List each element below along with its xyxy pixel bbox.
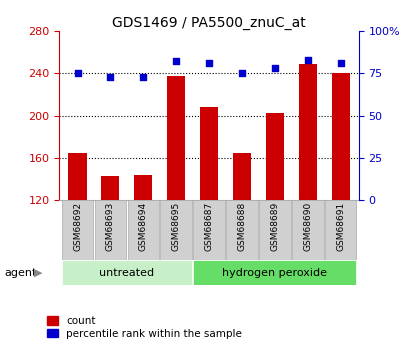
Point	[140, 74, 146, 79]
Bar	[127, 200, 159, 260]
Point	[238, 71, 245, 76]
Bar	[193, 260, 355, 285]
Bar	[62, 200, 93, 260]
Bar	[324, 200, 355, 260]
Text: GSM68689: GSM68689	[270, 202, 279, 251]
Bar	[298, 64, 316, 200]
Bar	[68, 152, 86, 200]
Text: hydrogen peroxide: hydrogen peroxide	[222, 268, 326, 277]
Text: GSM68692: GSM68692	[73, 202, 82, 251]
Bar	[265, 114, 283, 200]
Text: untreated: untreated	[99, 268, 154, 277]
Point	[271, 66, 277, 71]
Point	[74, 71, 81, 76]
Text: GSM68695: GSM68695	[171, 202, 180, 251]
Text: GSM68687: GSM68687	[204, 202, 213, 251]
Text: agent: agent	[4, 268, 36, 277]
Bar	[134, 175, 152, 200]
Bar	[101, 176, 119, 200]
Bar	[62, 260, 191, 285]
Text: GSM68690: GSM68690	[303, 202, 312, 251]
Text: GSM68688: GSM68688	[237, 202, 246, 251]
Bar	[94, 200, 126, 260]
Text: ▶: ▶	[34, 268, 42, 277]
Title: GDS1469 / PA5500_znuC_at: GDS1469 / PA5500_znuC_at	[112, 16, 305, 30]
Point	[173, 59, 179, 64]
Point	[304, 57, 310, 62]
Bar	[226, 200, 257, 260]
Point	[205, 60, 212, 66]
Text: GSM68693: GSM68693	[106, 202, 115, 251]
Bar	[200, 107, 218, 200]
Text: GSM68691: GSM68691	[335, 202, 344, 251]
Bar	[160, 200, 191, 260]
Bar	[291, 200, 323, 260]
Legend: count, percentile rank within the sample: count, percentile rank within the sample	[46, 315, 242, 340]
Bar	[232, 152, 250, 200]
Point	[337, 60, 343, 66]
Point	[107, 74, 113, 79]
Bar	[258, 200, 290, 260]
Bar	[193, 200, 225, 260]
Bar	[331, 73, 349, 200]
Bar	[167, 77, 185, 200]
Text: GSM68694: GSM68694	[139, 202, 148, 251]
